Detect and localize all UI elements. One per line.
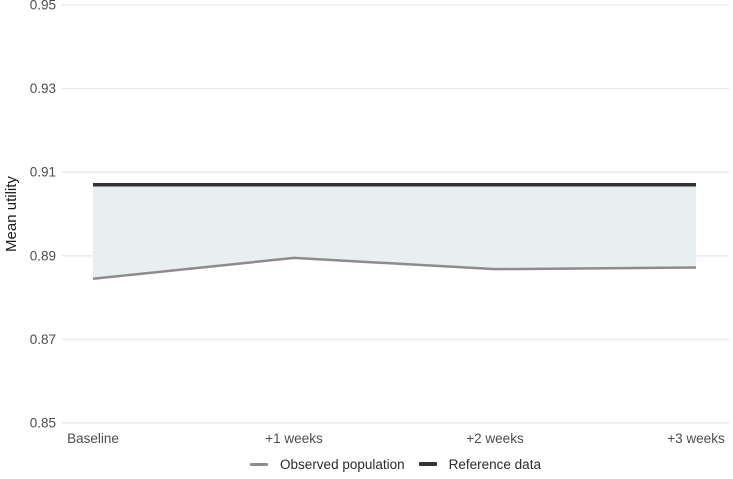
legend-item-observed-population: Observed population: [250, 457, 405, 472]
band-area: [93, 184, 696, 279]
x-tick-label: +2 weeks: [466, 431, 524, 446]
y-tick-label: 0.87: [30, 332, 56, 347]
legend-label-reference-data: Reference data: [448, 456, 541, 472]
y-tick-label: 0.91: [30, 165, 56, 180]
legend-item-reference-data: Reference data: [418, 456, 541, 472]
series-line-observed-population: [92, 256, 697, 281]
series-lines: [92, 182, 697, 281]
y-tick-label: 0.95: [30, 0, 56, 13]
x-tick-label: +3 weeks: [667, 431, 725, 446]
y-tick-label: 0.85: [30, 416, 56, 431]
reference-data-line-swatch: [418, 462, 437, 466]
y-axis-tick-labels: 0.95 0.93 0.91 0.89 0.87 0.85: [30, 0, 56, 431]
x-tick-label: Baseline: [67, 431, 119, 446]
y-tick-label: 0.93: [30, 81, 56, 96]
x-axis-tick-labels: Baseline +1 weeks +2 weeks +3 weeks: [67, 431, 725, 446]
confidence-band: [93, 184, 696, 279]
legend: Observed population Reference data: [62, 453, 729, 475]
y-tick-label: 0.89: [30, 248, 56, 263]
y-axis-title: Mean utility: [3, 176, 20, 252]
legend-label-observed-population: Observed population: [280, 456, 405, 472]
x-tick-label: +1 weeks: [265, 431, 323, 446]
observed-population-line-swatch: [250, 462, 269, 466]
